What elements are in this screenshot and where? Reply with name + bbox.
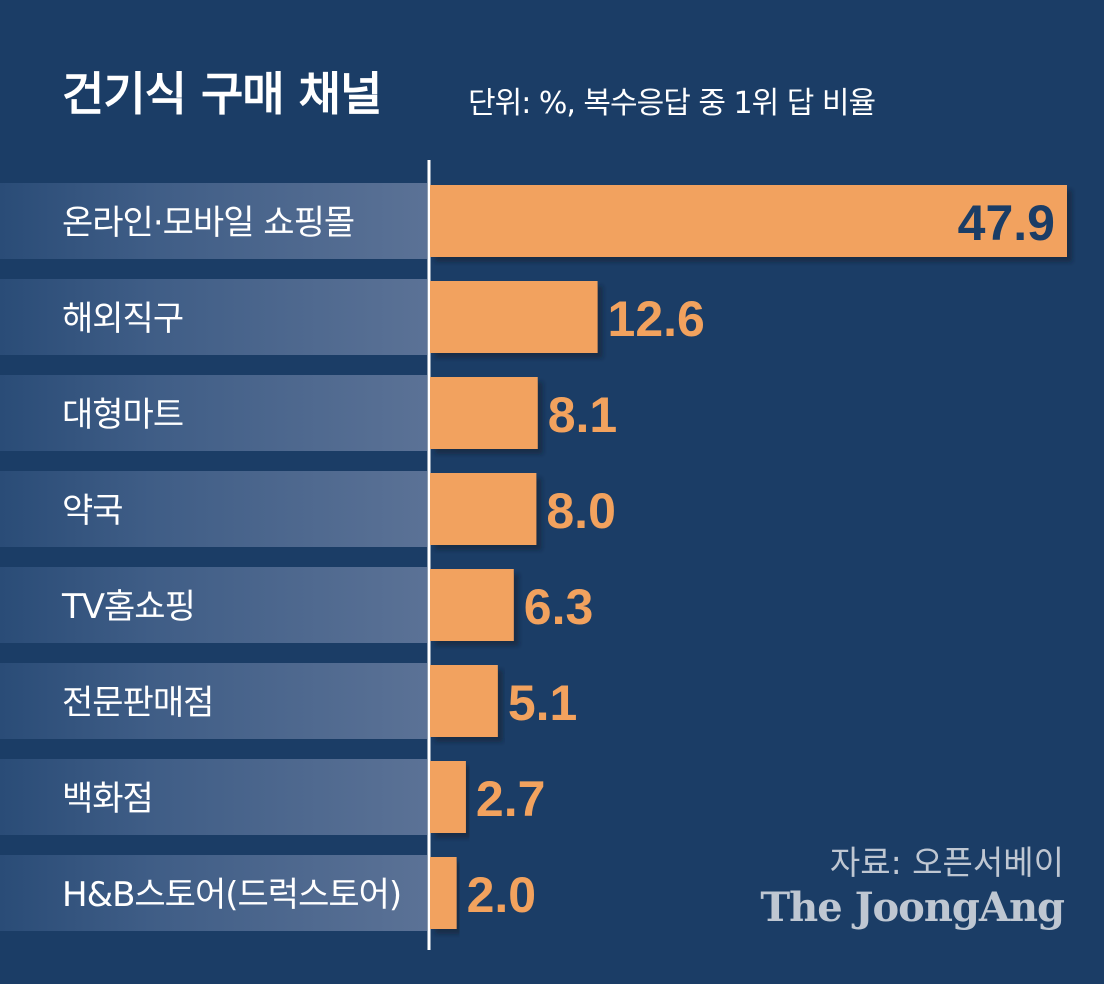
category-band — [0, 471, 427, 547]
category-band — [0, 567, 427, 643]
chart-title: 건기식 구매 채널 — [62, 67, 382, 121]
bar — [430, 665, 498, 737]
value-label: 12.6 — [608, 291, 705, 347]
category-band — [0, 663, 427, 739]
category-label: TV홈쇼핑 — [61, 587, 195, 627]
category-band — [0, 855, 427, 931]
category-band — [0, 375, 427, 451]
brand-logo: The JoongAng — [760, 884, 1065, 931]
category-label: 전문판매점 — [62, 683, 213, 723]
category-band — [0, 183, 427, 259]
category-label: 백화점 — [62, 779, 153, 819]
bar — [430, 281, 598, 353]
category-label: 대형마트 — [62, 395, 183, 435]
category-label: 약국 — [62, 491, 123, 531]
value-label: 2.0 — [467, 867, 537, 923]
bar — [430, 569, 514, 641]
category-label: 온라인·모바일 쇼핑몰 — [62, 203, 354, 243]
bar — [430, 857, 457, 929]
value-label: 6.3 — [524, 579, 594, 635]
value-label: 5.1 — [508, 675, 578, 731]
category-label: 해외직구 — [62, 299, 183, 339]
chart-subtitle: 단위: %, 복수응답 중 1위 답 비율 — [468, 86, 876, 121]
bar — [430, 473, 537, 545]
bar — [430, 377, 538, 449]
bar — [430, 761, 466, 833]
value-label: 47.9 — [958, 195, 1055, 251]
category-band — [0, 759, 427, 835]
source-note: 자료: 오픈서베이 — [829, 843, 1064, 882]
value-label: 8.0 — [546, 483, 616, 539]
value-label: 2.7 — [476, 771, 546, 827]
bar — [430, 185, 1067, 257]
category-band — [0, 279, 427, 355]
category-label: H&B스토어(드럭스토어) — [62, 875, 401, 915]
value-label: 8.1 — [548, 387, 618, 443]
